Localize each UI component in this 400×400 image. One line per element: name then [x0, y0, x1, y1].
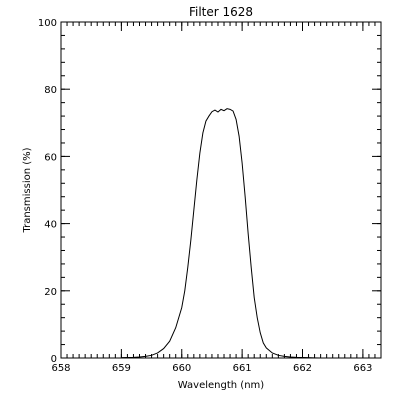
x-tick-label: 662 [293, 363, 312, 374]
x-tick-label: 660 [172, 363, 191, 374]
x-tick-label: 658 [51, 363, 70, 374]
tick-labels: 658 659 660 661 662 663 0 20 40 60 80 100 [38, 18, 373, 374]
y-tick-label: 20 [44, 287, 57, 298]
x-tick-label: 659 [112, 363, 131, 374]
y-axis-label: Transmission (%) [22, 147, 33, 233]
y-tick-label: 80 [44, 85, 57, 96]
y-tick-label: 0 [51, 354, 57, 365]
series-line-transmission [121, 108, 321, 359]
chart-title: Filter 1628 [189, 5, 253, 19]
y-tick-label: 60 [44, 152, 57, 163]
y-tick-label: 40 [44, 220, 57, 231]
y-tick-label: 100 [38, 18, 57, 29]
x-axis-label: Wavelength (nm) [178, 380, 264, 391]
x-tick-label: 661 [233, 363, 252, 374]
x-tick-label: 663 [353, 363, 372, 374]
plot-frame [60, 21, 382, 359]
